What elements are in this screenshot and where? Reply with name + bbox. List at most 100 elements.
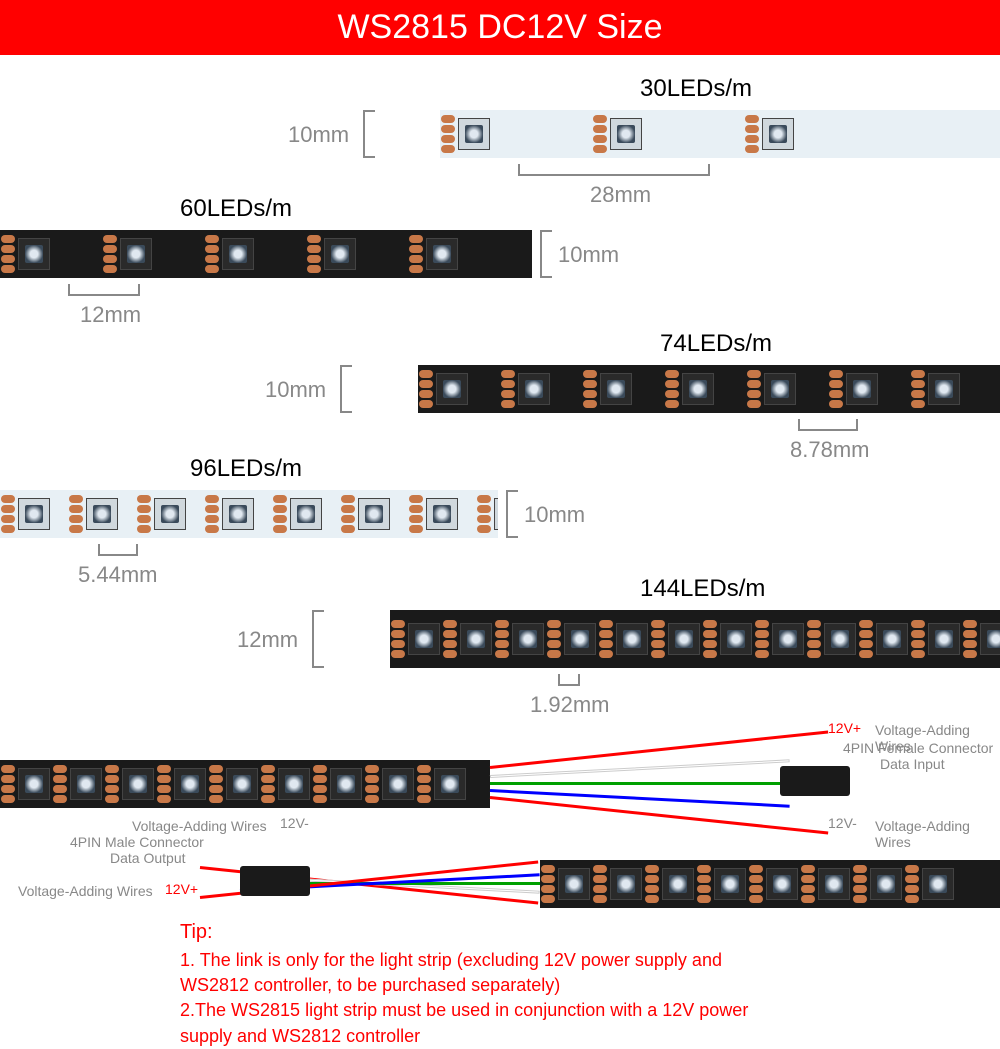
led-chip <box>714 868 746 900</box>
led-chip <box>174 768 206 800</box>
led-chip <box>928 373 960 405</box>
led-chip <box>330 768 362 800</box>
spacing-dim: 28mm <box>590 182 651 208</box>
led-chip <box>766 868 798 900</box>
wire-label-vaw_br: Voltage-Adding Wires <box>875 818 1000 850</box>
led-chip <box>662 868 694 900</box>
density-label-60: 60LEDs/m <box>180 195 292 223</box>
led-strip-144 <box>390 610 1000 668</box>
wiring-diagram: 12V+ Voltage-Adding Wires 4PIN Female Conn… <box>0 720 1000 920</box>
led-chip <box>222 238 254 270</box>
led-chip <box>18 768 50 800</box>
wire-label-v12p_tr: 12V+ <box>828 720 861 736</box>
width-bracket <box>540 230 552 278</box>
led-chip <box>290 498 322 530</box>
wire-label-conn_l: 4PIN Male Connector <box>70 834 204 850</box>
wire <box>490 796 828 835</box>
led-chip <box>600 373 632 405</box>
led-chip <box>720 623 752 655</box>
led-chip <box>928 623 960 655</box>
led-chip <box>278 768 310 800</box>
wire-label-conn_l2: Data Output <box>110 850 186 866</box>
led-strip-60 <box>0 230 532 278</box>
led-chip <box>358 498 390 530</box>
led-chip <box>772 623 804 655</box>
led-chip <box>226 768 258 800</box>
wire <box>490 789 790 808</box>
led-chip <box>668 623 700 655</box>
led-chip <box>682 373 714 405</box>
led-chip <box>870 868 902 900</box>
led-chip <box>616 623 648 655</box>
wire <box>490 730 828 769</box>
density-label-30: 30LEDs/m <box>640 75 752 103</box>
spacing-dim: 8.78mm <box>790 437 869 463</box>
connector <box>780 766 850 796</box>
spacing-dim: 1.92mm <box>530 692 609 718</box>
led-chip <box>436 373 468 405</box>
led-chip <box>610 868 642 900</box>
led-chip <box>426 238 458 270</box>
tip-title: Tip: <box>180 918 748 946</box>
spacing-bracket <box>558 674 580 686</box>
width-bracket <box>340 365 352 413</box>
width-dim: 10mm <box>558 242 619 268</box>
spacing-bracket <box>98 544 138 556</box>
led-chip <box>458 118 490 150</box>
width-dim: 10mm <box>265 377 326 403</box>
density-label-74: 74LEDs/m <box>660 330 772 358</box>
led-chip <box>460 623 492 655</box>
density-label-96: 96LEDs/m <box>190 455 302 483</box>
led-strip-input <box>540 860 1000 908</box>
led-chip <box>610 118 642 150</box>
led-chip <box>824 623 856 655</box>
led-chip <box>558 868 590 900</box>
width-dim: 10mm <box>524 502 585 528</box>
led-chip <box>18 238 50 270</box>
led-strip-30 <box>440 110 1000 158</box>
led-strip-output <box>0 760 490 808</box>
led-chip <box>324 238 356 270</box>
spacing-bracket <box>518 164 710 176</box>
led-chip <box>494 498 498 530</box>
width-dim: 10mm <box>288 122 349 148</box>
led-chip <box>154 498 186 530</box>
tip-line: 2.The WS2815 light strip must be used in… <box>180 998 748 1023</box>
wire-label-conn_r: 4PIN Female Connector <box>843 740 993 756</box>
led-chip <box>222 498 254 530</box>
led-strip-96 <box>0 490 498 538</box>
width-bracket <box>506 490 518 538</box>
tip-line: WS2812 controller, to be purchased separ… <box>180 973 748 998</box>
led-chip <box>382 768 414 800</box>
led-chip <box>122 768 154 800</box>
tip-box: Tip: 1. The link is only for the light s… <box>180 918 748 1049</box>
wire-label-conn_r2: Data Input <box>880 756 945 772</box>
width-bracket <box>363 110 375 158</box>
led-chip <box>512 623 544 655</box>
spacing-dim: 5.44mm <box>78 562 157 588</box>
width-dim: 12mm <box>237 627 298 653</box>
led-chip <box>564 623 596 655</box>
connector <box>240 866 310 896</box>
led-chip <box>426 498 458 530</box>
wire <box>490 782 790 785</box>
width-bracket <box>312 610 324 668</box>
led-chip <box>846 373 878 405</box>
spacing-bracket <box>68 284 140 296</box>
wire-label-v12p_bl: 12V+ <box>165 881 198 897</box>
density-label-144: 144LEDs/m <box>640 575 765 603</box>
led-chip <box>120 238 152 270</box>
led-chip <box>980 623 1000 655</box>
wire-label-vaw_bl: Voltage-Adding Wires <box>18 883 153 899</box>
led-chip <box>70 768 102 800</box>
led-chip <box>18 498 50 530</box>
led-chip <box>876 623 908 655</box>
wire-label-v12m_tl: 12V- <box>280 815 309 831</box>
led-chip <box>434 768 466 800</box>
led-chip <box>764 373 796 405</box>
led-chip <box>518 373 550 405</box>
led-chip <box>408 623 440 655</box>
led-chip <box>818 868 850 900</box>
led-chip <box>86 498 118 530</box>
tip-line: supply and WS2812 controller <box>180 1024 748 1049</box>
